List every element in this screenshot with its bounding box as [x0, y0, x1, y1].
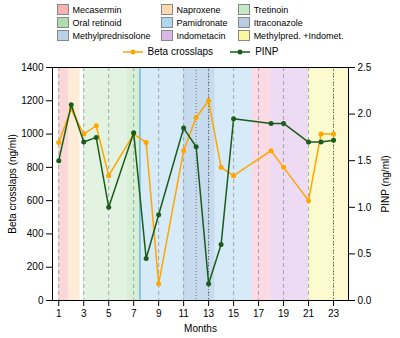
svg-text:2.0: 2.0 [358, 108, 372, 119]
svg-text:600: 600 [27, 195, 44, 206]
svg-text:13: 13 [203, 308, 215, 319]
svg-text:9: 9 [156, 308, 162, 319]
html-text:Naproxene: Naproxene [176, 4, 221, 15]
svg-text:800: 800 [27, 162, 44, 173]
svg-text:Months: Months [184, 323, 217, 334]
svg-text:0.0: 0.0 [358, 295, 372, 306]
svg-text:400: 400 [27, 228, 44, 239]
svg-text:200: 200 [27, 261, 44, 272]
svg-text:0.5: 0.5 [358, 248, 372, 259]
svg-text:1: 1 [56, 308, 62, 319]
svg-text:17: 17 [253, 308, 265, 319]
html-text:Methylpred. +Indomet.: Methylpred. +Indomet. [253, 30, 344, 41]
svg-text:21: 21 [303, 308, 315, 319]
html-text:Tretinoin: Tretinoin [253, 4, 289, 15]
svg-text:2.5: 2.5 [358, 62, 372, 73]
svg-text:1400: 1400 [21, 62, 44, 73]
svg-text:15: 15 [228, 308, 240, 319]
svg-text:Beta crosslaps (ng/ml): Beta crosslaps (ng/ml) [7, 134, 18, 233]
html-text:PINP: PINP [255, 46, 279, 57]
svg-text:19: 19 [278, 308, 290, 319]
svg-text:11: 11 [178, 308, 189, 319]
html-text:Oral retinoid: Oral retinoid [72, 17, 122, 28]
html-text:Pamidronate: Pamidronate [176, 17, 228, 28]
svg-text:5: 5 [106, 308, 112, 319]
html-text:Mecasermin: Mecasermin [72, 4, 122, 15]
svg-text:1.5: 1.5 [358, 155, 372, 166]
svg-text:PINP (ng/ml): PINP (ng/ml) [380, 155, 391, 212]
svg-text:0: 0 [38, 295, 44, 306]
svg-text:1.0: 1.0 [358, 202, 372, 213]
html-text:Itraconazole: Itraconazole [253, 17, 303, 28]
svg-text:1000: 1000 [21, 128, 44, 139]
svg-text:3: 3 [81, 308, 87, 319]
html-text:Methylprednisolone: Methylprednisolone [72, 30, 151, 41]
svg-text:7: 7 [131, 308, 137, 319]
svg-text:23: 23 [328, 308, 340, 319]
html-text:Indometacin: Indometacin [176, 30, 226, 41]
html-text:Beta crosslaps: Beta crosslaps [147, 46, 214, 57]
svg-text:1200: 1200 [21, 95, 44, 106]
